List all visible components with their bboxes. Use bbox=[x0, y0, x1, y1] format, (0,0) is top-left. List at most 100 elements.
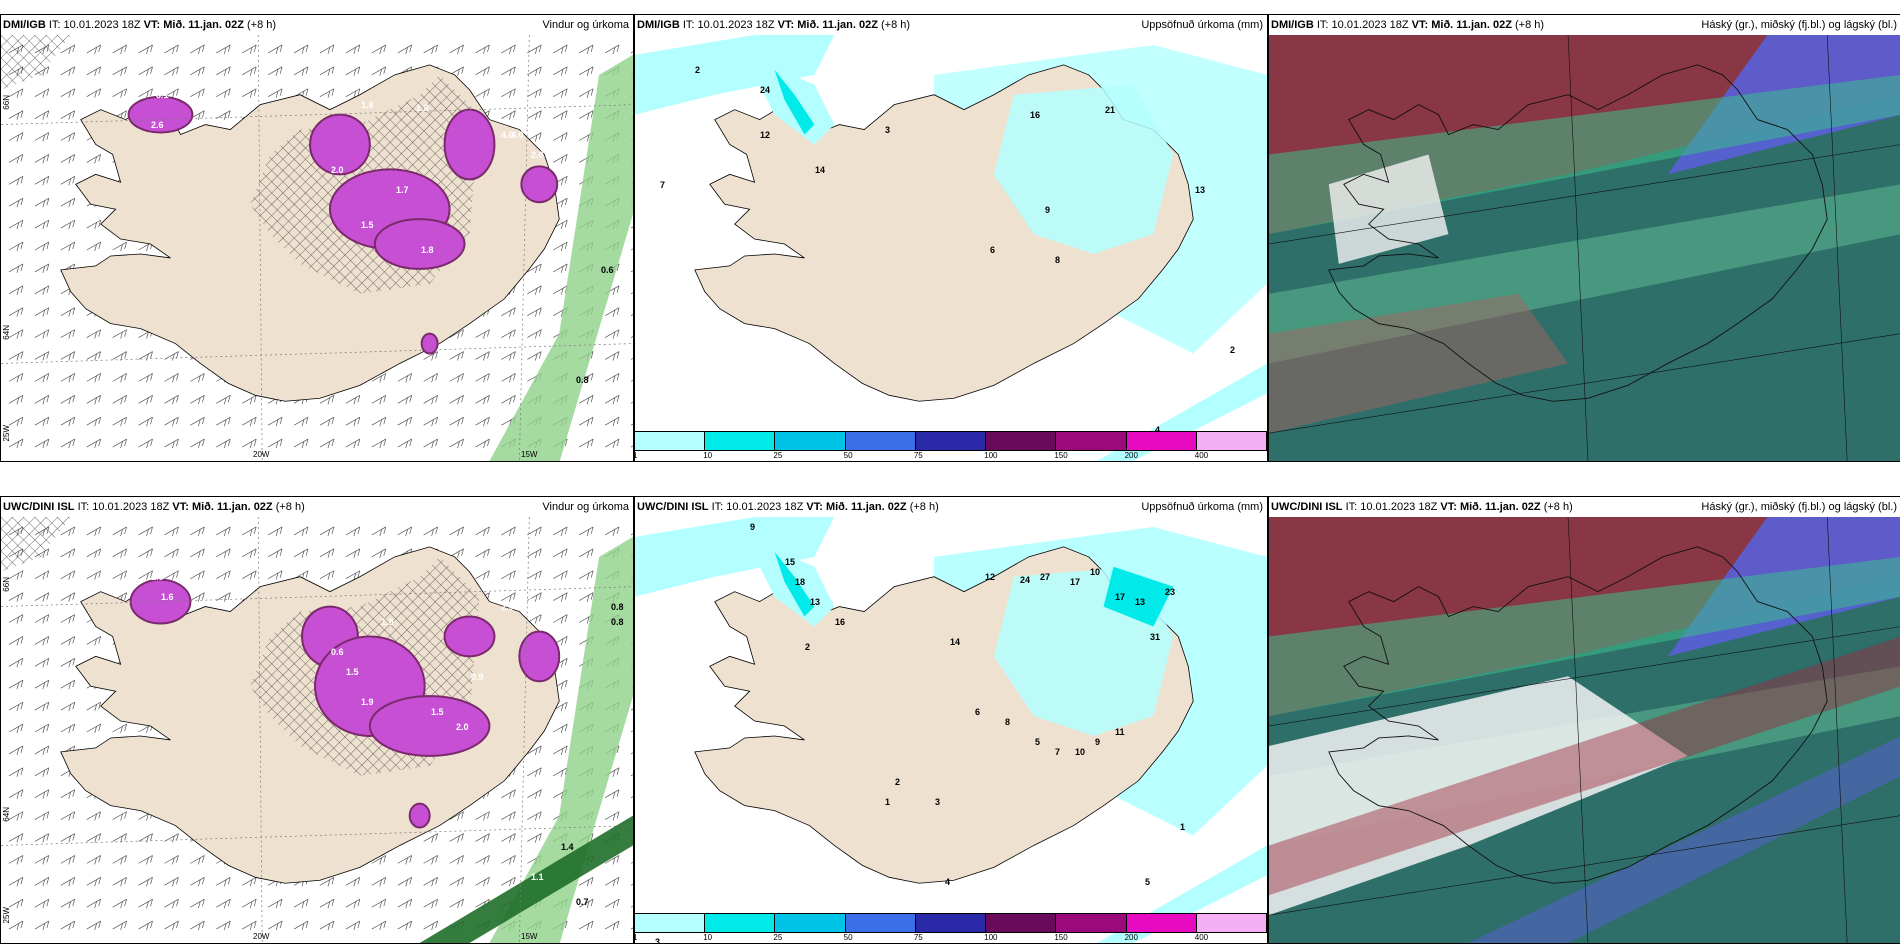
lat-label-66n: 66N bbox=[2, 577, 11, 592]
legend-tick-label: 400 bbox=[1194, 451, 1209, 460]
legend-swatch bbox=[915, 914, 987, 932]
map-area[interactable] bbox=[635, 517, 1267, 943]
it-label: IT: bbox=[77, 501, 90, 513]
accum-value-label: 15 bbox=[785, 557, 796, 567]
map-area[interactable] bbox=[1, 517, 633, 943]
vt-label: VT: bbox=[806, 501, 823, 513]
accum-value-label: 3 bbox=[935, 797, 941, 807]
lat-label-64n: 64N bbox=[2, 325, 11, 340]
panel-title: Vindur og úrkoma bbox=[542, 19, 629, 31]
precip-value-label: 0.7 bbox=[576, 897, 589, 907]
precip-value-label: 2.6 bbox=[151, 120, 164, 130]
precip-value-label: 1.5 bbox=[346, 667, 359, 677]
precip-value-label: 2.0 bbox=[331, 165, 344, 175]
accum-value-label: 3 bbox=[655, 937, 661, 944]
it-label: IT: bbox=[1345, 501, 1358, 513]
legend-ticks: 1 10 25 50 75 100 150 200 400 bbox=[635, 933, 1267, 943]
legend-tick-label: 50 bbox=[843, 451, 853, 460]
accum-value-label: 12 bbox=[760, 130, 771, 140]
valid-time: Mið. 11.jan. 02Z bbox=[797, 19, 878, 31]
valid-time: Mið. 11.jan. 02Z bbox=[191, 501, 273, 513]
precip-value-label: 1.5 bbox=[361, 220, 374, 230]
precip-area bbox=[518, 630, 561, 683]
map-area[interactable] bbox=[1269, 35, 1900, 461]
accum-value-label: 14 bbox=[950, 637, 961, 647]
accum-value-label: 10 bbox=[1075, 747, 1086, 757]
initial-time: 10.01.2023 18Z bbox=[92, 501, 170, 513]
panel-header: UWC/DINI ISL IT: 10.01.2023 18Z VT: Mið.… bbox=[1, 497, 633, 517]
panel-title: Háský (gr.), miðský (fj.bl.) og lágský (… bbox=[1701, 19, 1897, 31]
precip-value-label: 2.0 bbox=[456, 722, 469, 732]
accum-value-label: 3 bbox=[885, 125, 891, 135]
precip-value-label: 1.1 bbox=[531, 872, 544, 882]
precip-area bbox=[520, 165, 559, 204]
lon-label-20w: 20W bbox=[253, 932, 270, 941]
legend-swatch bbox=[1126, 432, 1197, 450]
precip-area bbox=[127, 95, 194, 134]
accum-value-label: 11 bbox=[1115, 727, 1125, 737]
vt-label: VT: bbox=[143, 19, 161, 31]
accum-value-label: 17 bbox=[1070, 577, 1081, 587]
wind-precip-panel-uwc: UWC/DINI ISL IT: 10.01.2023 18Z VT: Mið.… bbox=[0, 496, 634, 944]
legend-swatch bbox=[845, 914, 916, 932]
accum-value-label: 6 bbox=[975, 707, 981, 717]
accum-value-label: 13 bbox=[1135, 597, 1146, 607]
precip-value-label: 1.9 bbox=[381, 617, 394, 627]
legend-swatch bbox=[1196, 914, 1267, 932]
accum-value-label: 7 bbox=[660, 180, 666, 190]
map-area[interactable] bbox=[1269, 517, 1900, 943]
lead-time: (+8 h) bbox=[909, 501, 939, 513]
panel-title: Vindur og úrkoma bbox=[542, 501, 629, 513]
accum-value-label: 4 bbox=[1155, 425, 1161, 435]
map-area[interactable] bbox=[1, 35, 633, 461]
legend-swatch bbox=[1126, 914, 1197, 932]
precip-value-label: 2.0 bbox=[531, 150, 544, 160]
precip-area bbox=[368, 695, 491, 757]
accum-value-label: 2 bbox=[695, 65, 701, 75]
legend-tick-label: 25 bbox=[773, 933, 783, 942]
legend-ticks: 1 10 25 50 75 100 150 200 400 bbox=[635, 451, 1267, 461]
color-legend-bar bbox=[635, 913, 1267, 933]
lon-label-15w: 15W bbox=[521, 932, 538, 941]
accum-value-label: 9 bbox=[1045, 205, 1051, 215]
precip-area bbox=[408, 802, 431, 829]
precip-value-label: 1.8 bbox=[421, 245, 434, 255]
panel-header: UWC/DINI ISL IT: 10.01.2023 18Z VT: Mið.… bbox=[1269, 497, 1900, 517]
legend-swatch bbox=[845, 432, 916, 450]
model-source: DMI/IGB bbox=[3, 19, 46, 31]
precip-area bbox=[443, 108, 496, 181]
legend-swatch bbox=[635, 432, 706, 450]
accum-value-label: 2 bbox=[895, 777, 901, 787]
precip-value-label: 1.9 bbox=[151, 572, 164, 582]
legend-swatch bbox=[775, 914, 846, 932]
model-source: UWC/DINI ISL bbox=[1271, 501, 1343, 513]
precip-area bbox=[373, 218, 466, 270]
legend-swatch bbox=[986, 432, 1057, 450]
legend-tick-label: 1 bbox=[635, 933, 637, 942]
legend-swatch bbox=[1056, 914, 1127, 932]
lead-time: (+8 h) bbox=[1543, 501, 1573, 513]
valid-time: Mið. 11.jan. 02Z bbox=[1431, 19, 1512, 31]
vt-label: VT: bbox=[1411, 19, 1429, 31]
accum-value-label: 23 bbox=[1165, 587, 1176, 597]
lon-label-15w: 15W bbox=[521, 450, 538, 459]
legend-swatch bbox=[1056, 432, 1127, 450]
legend-tick-label: 200 bbox=[1124, 451, 1138, 460]
legend-tick-label: 10 bbox=[703, 451, 713, 460]
precip-value-label: 0.8 bbox=[611, 617, 624, 627]
precip-value-label: 4.0 bbox=[511, 130, 524, 140]
cloud-cover-panel-dmi: DMI/IGB IT: 10.01.2023 18Z VT: Mið. 11.j… bbox=[1268, 14, 1900, 462]
legend-tick-label: 75 bbox=[913, 451, 923, 460]
vt-label: VT: bbox=[777, 19, 795, 31]
accum-value-label: 10 bbox=[1090, 567, 1101, 577]
lon-label-25w: 25W bbox=[2, 907, 11, 924]
legend-tick-label: 150 bbox=[1054, 933, 1068, 942]
precip-value-label: 1.7 bbox=[396, 185, 409, 195]
precip-value-label: 2.9 bbox=[501, 602, 514, 612]
accum-value-label: 9 bbox=[1095, 737, 1101, 747]
map-area[interactable] bbox=[635, 35, 1267, 461]
lon-label-20w: 20W bbox=[253, 450, 270, 459]
it-label: IT: bbox=[1316, 19, 1329, 31]
panel-header: DMI/IGB IT: 10.01.2023 18Z VT: Mið. 11.j… bbox=[1269, 15, 1900, 35]
precip-value-label: 1.6 bbox=[521, 597, 534, 607]
